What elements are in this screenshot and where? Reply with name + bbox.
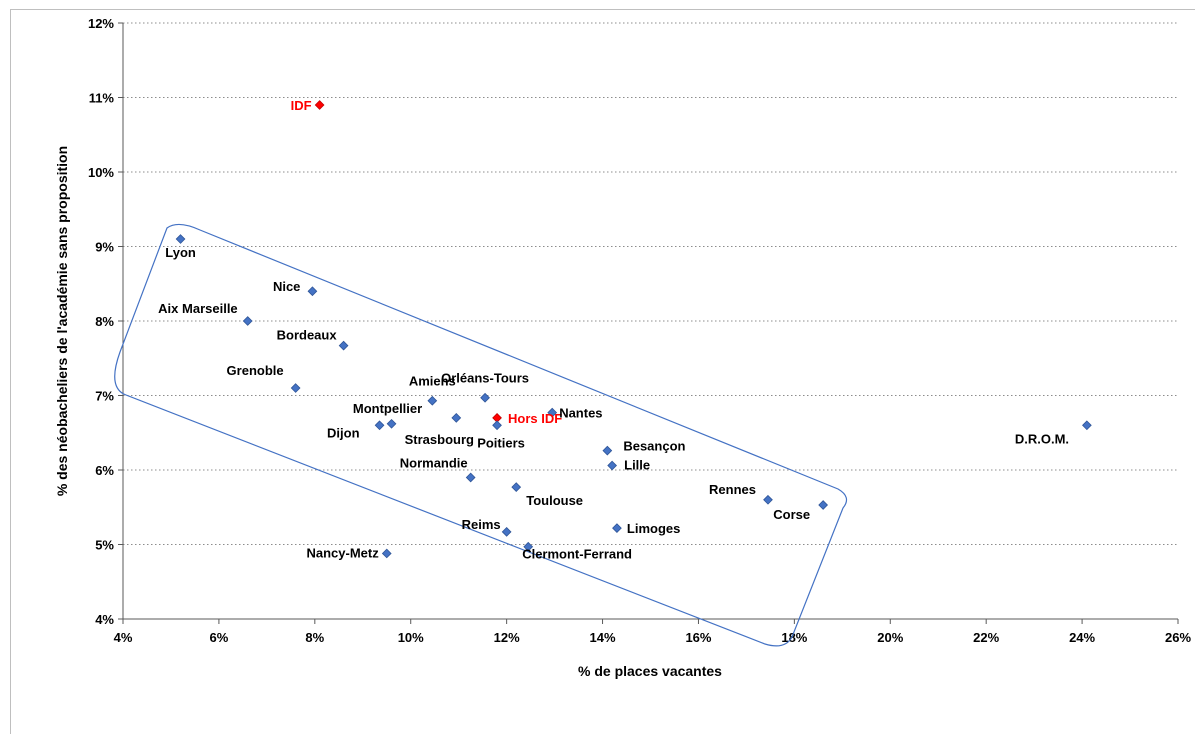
- point-toulouse: [511, 482, 522, 493]
- x-tick-label: 8%: [305, 630, 324, 645]
- x-tick-label: 24%: [1069, 630, 1095, 645]
- point-lyon: [175, 234, 186, 244]
- label-toulouse: Toulouse: [526, 493, 583, 508]
- x-tick-label: 10%: [398, 630, 424, 645]
- label-rennes: Rennes: [709, 482, 756, 497]
- label-grenoble: Grenoble: [227, 363, 284, 378]
- label-nantes: Nantes: [559, 406, 602, 421]
- point-normandie: [465, 472, 476, 483]
- point-idf: [314, 100, 325, 110]
- data-points: [175, 100, 1092, 559]
- label-amiens: Amiens: [409, 374, 456, 389]
- label-bordeaux: Bordeaux: [277, 328, 338, 343]
- point-nantes: [547, 407, 558, 418]
- point-corse: [818, 500, 829, 510]
- point-dijon: [374, 420, 385, 431]
- point-amiens: [427, 395, 438, 406]
- point-lille: [607, 460, 618, 471]
- label-idf: IDF: [291, 98, 312, 113]
- point-grenoble: [290, 383, 301, 393]
- point-clermont-ferrand: [523, 541, 534, 552]
- x-tick-label: 18%: [781, 630, 807, 645]
- label-besancon: Besançon: [623, 439, 685, 454]
- label-lille: Lille: [624, 458, 650, 473]
- x-tick-label: 16%: [685, 630, 711, 645]
- y-tick-label: 6%: [95, 463, 114, 478]
- point-reims: [501, 526, 512, 537]
- point-strasbourg: [451, 412, 462, 423]
- y-tick-label: 12%: [88, 16, 114, 31]
- axes: 4% 5% 6% 7% 8% 9% 10% 11% 12% 4% 6% 8% 10% 12% 14% 16% 1…: [88, 16, 1191, 645]
- x-tick-label: 26%: [1165, 630, 1191, 645]
- label-normandie: Normandie: [400, 455, 468, 470]
- y-tick-label: 9%: [95, 240, 114, 255]
- point-aix-marseille: [242, 316, 253, 326]
- label-dijon: Dijon: [327, 425, 360, 440]
- point-rennes: [763, 494, 773, 505]
- x-tick-label: 4%: [114, 630, 133, 645]
- x-axis-title: % de places vacantes: [578, 663, 722, 679]
- x-tick-label: 22%: [973, 630, 999, 645]
- point-bordeaux: [338, 340, 349, 351]
- label-nice: Nice: [273, 279, 300, 294]
- y-tick-label: 7%: [95, 389, 114, 404]
- cluster-outline: [114, 223, 848, 647]
- y-tick-label: 8%: [95, 314, 114, 329]
- label-reims: Reims: [462, 517, 501, 532]
- label-orleans-tours: Orléans-Tours: [441, 371, 529, 386]
- y-tick-label: 10%: [88, 165, 114, 180]
- point-montpellier: [386, 418, 397, 429]
- chart-frame-left: [10, 9, 11, 734]
- y-tick-label: 11%: [89, 91, 115, 106]
- label-aix-marseille: Aix Marseille: [158, 301, 238, 316]
- point-nice: [307, 286, 318, 297]
- x-tick-label: 6%: [210, 630, 229, 645]
- label-strasbourg: Strasbourg: [405, 432, 474, 447]
- label-corse: Corse: [773, 507, 810, 522]
- label-montpellier: Montpellier: [353, 401, 422, 416]
- label-hors-idf: Hors IDF: [508, 411, 562, 426]
- point-poitiers: [492, 420, 502, 431]
- label-limoges: Limoges: [627, 521, 680, 536]
- label-nancy-metz: Nancy-Metz: [307, 545, 380, 560]
- point-labels: IDF Lyon Nice Aix Marseille Bordeaux Grenoble…: [158, 98, 1069, 562]
- point-nancy-metz: [381, 548, 392, 559]
- x-tick-label: 20%: [877, 630, 903, 645]
- y-tick-label: 4%: [95, 612, 114, 627]
- x-tick-label: 14%: [590, 630, 616, 645]
- label-poitiers: Poitiers: [477, 435, 525, 450]
- point-d-r-o-m: [1082, 420, 1092, 431]
- point-besancon: [602, 445, 613, 456]
- point-orleans-tours: [480, 392, 490, 403]
- x-tick-label: 12%: [494, 630, 520, 645]
- label-clermont-ferrand: Clermont-Ferrand: [522, 547, 632, 562]
- chart-frame-top: [10, 9, 1195, 10]
- y-axis-title: % des néobacheliers de l'académie sans p…: [54, 146, 70, 496]
- label-d-r-o-m: D.R.O.M.: [1015, 431, 1069, 446]
- label-lyon: Lyon: [165, 245, 196, 260]
- point-limoges: [612, 523, 622, 533]
- y-tick-label: 5%: [95, 538, 114, 553]
